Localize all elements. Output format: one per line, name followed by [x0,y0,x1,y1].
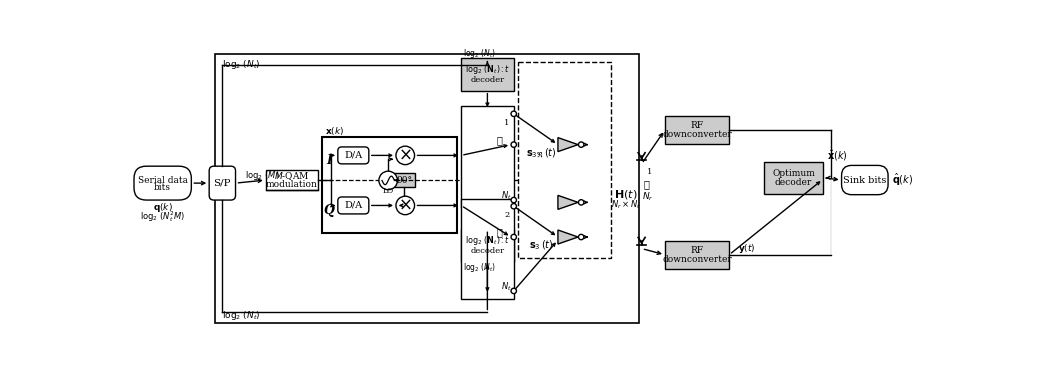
Text: Optimum: Optimum [772,168,815,178]
Text: $\mathbf{q}(k)$: $\mathbf{q}(k)$ [153,201,173,214]
Text: $M$-QAM: $M$-QAM [274,170,309,182]
Text: downconverter: downconverter [662,130,732,139]
Circle shape [396,146,414,165]
Text: $N_r \times N_t$: $N_r \times N_t$ [611,198,641,211]
Text: $\times$: $\times$ [399,147,412,164]
Circle shape [579,234,584,240]
Text: $N_t$: $N_t$ [501,281,511,293]
Text: RF: RF [690,121,704,130]
Text: 1: 1 [505,119,510,127]
Text: decoder: decoder [775,178,812,187]
Bar [265,170,318,190]
Text: RF: RF [690,246,704,255]
Text: $\hat{\mathbf{q}}(k)$: $\hat{\mathbf{q}}(k)$ [892,172,913,188]
FancyBboxPatch shape [338,147,369,164]
Circle shape [511,234,516,240]
Text: $N_t$: $N_t$ [501,190,511,203]
Circle shape [396,196,414,215]
FancyBboxPatch shape [841,165,888,195]
Text: $N_r$: $N_r$ [642,191,654,203]
Bar [461,106,514,208]
Text: ⋮: ⋮ [497,136,503,145]
Circle shape [511,197,516,203]
Bar [517,62,611,258]
Bar [665,116,729,144]
Text: $\times$: $\times$ [399,197,412,214]
Text: ⋮: ⋮ [643,180,650,189]
Text: $\log_2\,(N_t)$: $\log_2\,(N_t)$ [223,58,261,71]
Text: bits: bits [154,183,171,192]
Text: ⋮: ⋮ [497,229,503,238]
Text: $\log_2\,(N_t)$: $\log_2\,(N_t)$ [462,47,496,60]
Text: D/A: D/A [345,201,362,210]
Bar [764,161,823,194]
Bar [461,58,514,91]
Text: $\log_2\,(N_t)$: $\log_2\,(N_t)$ [223,309,261,322]
Text: $\log_2\,(N_t^2 M)$: $\log_2\,(N_t^2 M)$ [139,209,185,224]
Text: 90°: 90° [397,175,412,184]
Bar [214,54,638,323]
Text: $\mathbf{x}(k)$: $\mathbf{x}(k)$ [326,125,345,137]
Text: 1: 1 [646,168,652,175]
Text: Sink bits: Sink bits [843,175,887,184]
Text: $\log_2\,(M)$: $\log_2\,(M)$ [246,169,280,182]
Text: $\mathbf{s}_3\,(t)$: $\mathbf{s}_3\,(t)$ [529,238,553,252]
FancyBboxPatch shape [134,166,192,200]
Circle shape [511,142,516,147]
Text: $\hat{\mathbf{x}}(k)$: $\hat{\mathbf{x}}(k)$ [827,148,847,163]
Text: downconverter: downconverter [662,255,732,264]
Circle shape [579,142,584,147]
Text: $\mathbf{H}(t)$: $\mathbf{H}(t)$ [614,188,638,201]
Bar [665,241,729,269]
Text: $\log_2\,(\mathbf{N}_t):t$: $\log_2\,(\mathbf{N}_t):t$ [464,234,510,247]
Text: S/P: S/P [213,178,231,188]
Circle shape [511,204,516,209]
Circle shape [511,288,516,293]
Text: decoder: decoder [471,247,505,255]
Text: $\mathbf{y}(t)$: $\mathbf{y}(t)$ [738,242,756,255]
Text: modulation: modulation [265,180,318,189]
Text: 2: 2 [505,211,510,220]
Text: I: I [327,154,332,167]
Circle shape [579,200,584,205]
Bar [393,173,415,187]
Text: D/A: D/A [345,151,362,160]
Bar [461,198,514,299]
Circle shape [379,171,398,190]
Bar [322,137,457,233]
Text: $\log_2\,(N_t)$: $\log_2\,(N_t)$ [462,261,496,274]
FancyBboxPatch shape [209,166,235,200]
Text: LO: LO [383,187,393,195]
Text: $\mathbf{s}_{3\mathfrak{R}}\,(t)$: $\mathbf{s}_{3\mathfrak{R}}\,(t)$ [526,146,556,160]
Polygon shape [558,138,578,152]
Bar [461,229,514,262]
Text: Serial data: Serial data [137,175,187,184]
Polygon shape [558,196,578,209]
Text: Q: Q [324,204,335,217]
Circle shape [511,111,516,116]
FancyBboxPatch shape [338,197,369,214]
Text: $\log_2\,(\mathbf{N}_t):t$: $\log_2\,(\mathbf{N}_t):t$ [464,63,510,76]
Polygon shape [558,230,578,244]
Text: decoder: decoder [471,76,505,84]
